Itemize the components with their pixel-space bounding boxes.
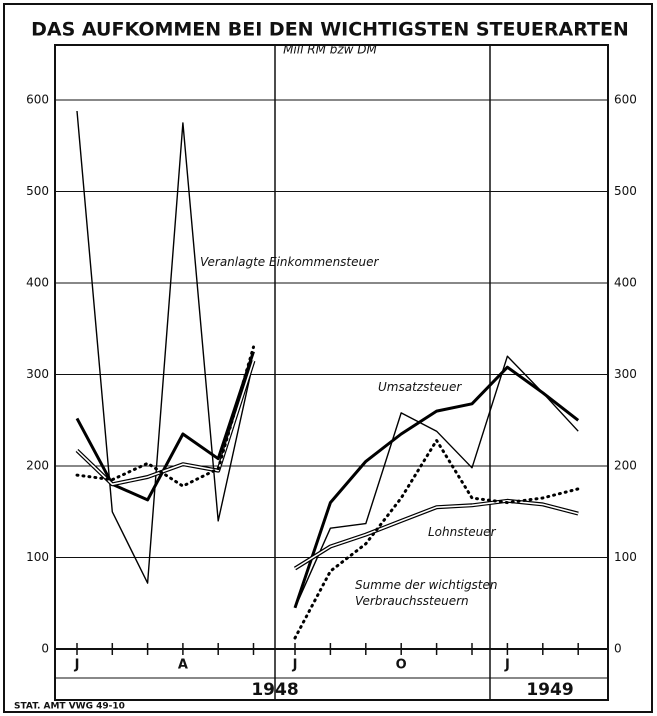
year-label: 1949 bbox=[526, 680, 573, 700]
series-label: Umsatzsteuer bbox=[378, 380, 462, 394]
series-line bbox=[294, 500, 579, 570]
y-tick-label: 200 bbox=[26, 459, 49, 473]
plot-frame bbox=[54, 44, 609, 701]
series-label: Summe der wichtigsten Verbrauchssteuern bbox=[355, 578, 498, 608]
y-tick-label: 300 bbox=[26, 367, 49, 381]
subtitle: Mill RM bzw DM bbox=[283, 43, 377, 57]
series-line bbox=[293, 365, 580, 609]
y-tick-label: 100 bbox=[26, 550, 49, 564]
y-tick-label: 400 bbox=[26, 276, 49, 290]
footer: STAT. AMT VWG 49-10 bbox=[14, 702, 125, 712]
y-tick-label-right: 200 bbox=[614, 459, 637, 473]
y-tick-label: 500 bbox=[26, 184, 49, 198]
series-label: Veranlagte Einkommensteuer bbox=[200, 255, 379, 269]
y-tick-label-right: 400 bbox=[614, 276, 637, 290]
y-tick-label-right: 0 bbox=[614, 642, 622, 656]
y-tick-label-right: 600 bbox=[614, 93, 637, 107]
series-line bbox=[76, 110, 255, 584]
x-tick-label: J bbox=[74, 658, 80, 673]
chart-title: DAS AUFKOMMEN BEI DEN WICHTIGSTEN STEUER… bbox=[31, 19, 629, 41]
series-label: Lohnsteuer bbox=[428, 525, 496, 539]
outer-border bbox=[3, 3, 653, 713]
x-tick-label: J bbox=[292, 658, 298, 673]
y-tick-label-right: 300 bbox=[614, 367, 637, 381]
x-tick-label: J bbox=[504, 658, 510, 673]
y-tick-label: 600 bbox=[26, 93, 49, 107]
x-tick-label: A bbox=[178, 658, 188, 673]
x-tick-label: O bbox=[396, 658, 407, 673]
series-line bbox=[294, 355, 579, 609]
y-tick-label: 0 bbox=[41, 642, 49, 656]
series-line bbox=[75, 351, 255, 502]
series-line bbox=[75, 345, 255, 488]
year-label: 1948 bbox=[251, 680, 298, 700]
series-line bbox=[293, 438, 580, 640]
y-tick-label-right: 500 bbox=[614, 184, 637, 198]
y-tick-label-right: 100 bbox=[614, 550, 637, 564]
